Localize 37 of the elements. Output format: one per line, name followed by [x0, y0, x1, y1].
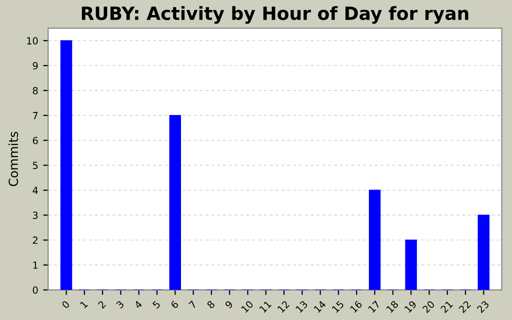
y-tick-label: 7	[33, 112, 38, 120]
x-tick-label: 14	[314, 300, 326, 313]
x-tick-label: 21	[440, 300, 453, 314]
y-tick-label: 5	[32, 162, 38, 170]
x-tick-label: 2	[98, 300, 106, 309]
x-tick-label: 3	[116, 300, 124, 309]
x-tick-label: 17	[368, 300, 380, 313]
x-tick-label: 4	[134, 300, 143, 309]
chart-title: RUBY: Activity by Hour of Day for ryan	[82, 6, 468, 24]
y-tick-label: 4	[32, 186, 38, 194]
y-tick-label: 0	[32, 286, 38, 294]
x-tick-label: 19	[404, 300, 417, 313]
x-tick-label: 9	[224, 300, 234, 309]
y-tick-label: 9	[32, 62, 38, 70]
x-tick-label: 22	[458, 300, 472, 314]
y-tick-label: 1	[33, 262, 38, 269]
x-tick-label: 12	[277, 300, 290, 313]
y-tick-label: 10	[27, 37, 38, 44]
x-tick-label: 15	[332, 300, 344, 313]
x-tick-label: 5	[152, 300, 161, 309]
y-axis-title: Commits	[8, 132, 18, 186]
x-tick-label: 23	[476, 300, 490, 314]
y-tick-label: 8	[32, 86, 38, 94]
y-tick-label: 6	[32, 136, 38, 144]
x-tick-label: 8	[206, 300, 216, 309]
x-tick-label: 20	[422, 300, 436, 314]
x-tick-label: 10	[240, 300, 254, 313]
x-tick-label: 13	[295, 300, 308, 313]
x-tick-label: 6	[170, 300, 179, 309]
x-tick-label: 18	[386, 300, 399, 313]
x-tick-label: 7	[188, 300, 197, 309]
x-tick-label: 0	[61, 300, 70, 309]
x-tick-label: 16	[350, 300, 363, 313]
y-tick-label: 2	[32, 236, 38, 244]
y-tick-label: 3	[32, 212, 38, 219]
x-tick-label: 1	[80, 300, 88, 308]
x-tick-label: 11	[259, 300, 272, 313]
